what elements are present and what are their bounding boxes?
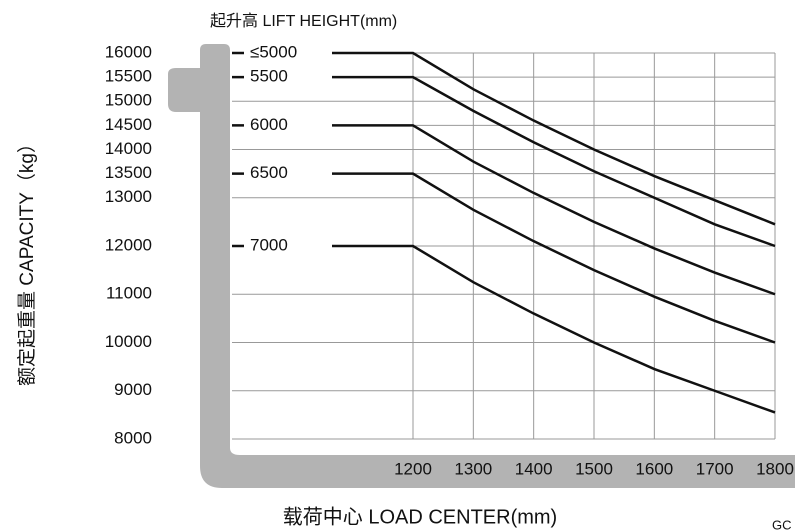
fork-backdrop [168,44,795,488]
x-tick-label: 1600 [635,459,673,478]
series-line [232,75,776,248]
y-tick-label: 8000 [114,428,152,447]
label-bg [244,114,332,137]
y-tick-label: 13500 [105,163,152,182]
series-line [232,244,776,414]
y-tick-label: 13000 [105,187,152,206]
x-tick-label: 1400 [515,459,553,478]
series-line [232,172,776,344]
y-tick-label: 14000 [105,139,152,158]
y-tick-label: 10000 [105,332,152,351]
y-tick-label: 14500 [105,115,152,134]
label-bg [244,235,332,257]
y-axis-label: 额定起重量 CAPACITY（kg） [16,134,38,386]
label-bg [244,66,332,89]
y-tick-label: 12000 [105,235,152,254]
x-tick-label: 1500 [575,459,613,478]
x-axis-label: 载荷中心 LOAD CENTER(mm) [283,505,557,528]
series-label: 6500 [250,163,288,182]
y-tick-label: 15500 [105,67,152,86]
series-line [232,51,776,226]
x-tick-label: 1800 [756,459,794,478]
series-line [232,124,776,296]
x-tick-label: 1200 [394,459,432,478]
label-bg [244,42,332,64]
series-label: ≤5000 [250,42,297,61]
x-tick-label: 1300 [454,459,492,478]
y-tick-label: 16000 [105,42,152,61]
series-label: 7000 [250,235,288,254]
chart-title: 起升高 LIFT HEIGHT(mm) [210,12,397,30]
y-tick-label: 9000 [114,380,152,399]
lines: ≤5000 5500 6000 6500 7000 [232,42,776,414]
y-tick-label: 15000 [105,91,152,110]
series-label: 6000 [250,115,288,134]
footer-note: GC [772,517,792,531]
label-bg [244,162,332,185]
x-tick-label: 1700 [696,459,734,478]
y-tick-label: 11000 [106,284,152,303]
series-label: 5500 [250,67,288,86]
